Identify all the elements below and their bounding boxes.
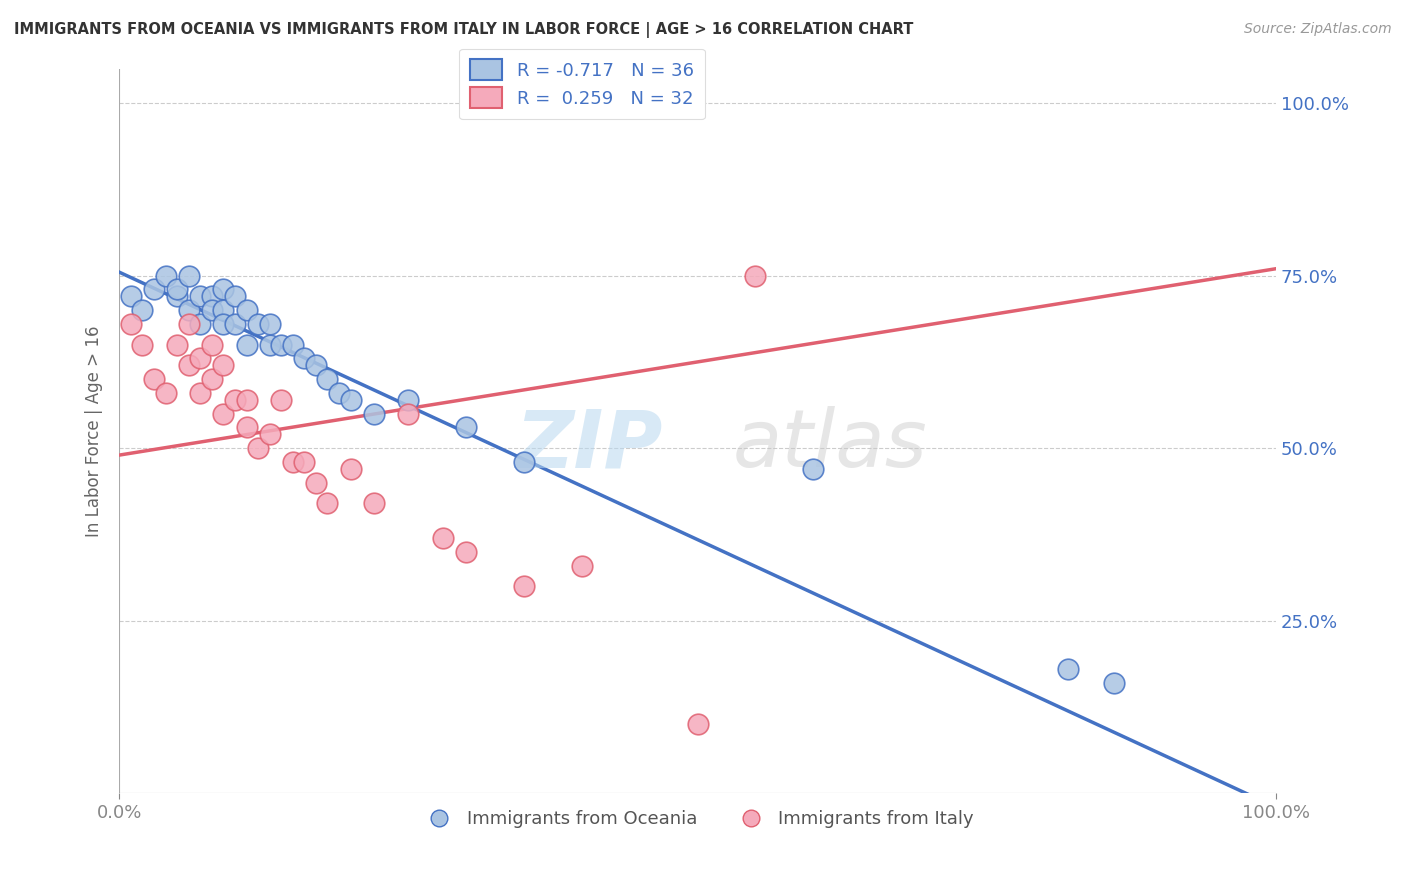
Point xyxy=(188,351,211,366)
Point xyxy=(259,337,281,351)
Point xyxy=(316,496,339,510)
Text: atlas: atlas xyxy=(733,407,927,484)
Point xyxy=(131,303,153,318)
Point xyxy=(328,386,350,401)
Point xyxy=(166,289,188,303)
Point xyxy=(177,317,200,331)
Point xyxy=(398,392,420,407)
Text: IMMIGRANTS FROM OCEANIA VS IMMIGRANTS FROM ITALY IN LABOR FORCE | AGE > 16 CORRE: IMMIGRANTS FROM OCEANIA VS IMMIGRANTS FR… xyxy=(14,22,914,38)
Point xyxy=(212,303,235,318)
Point xyxy=(235,337,257,351)
Point xyxy=(235,392,257,407)
Point xyxy=(744,268,766,283)
Point xyxy=(339,462,361,476)
Point xyxy=(398,407,420,421)
Point xyxy=(1056,662,1078,676)
Point xyxy=(212,317,235,331)
Point xyxy=(305,359,328,373)
Point xyxy=(224,392,246,407)
Point xyxy=(292,351,315,366)
Point xyxy=(456,420,478,434)
Point xyxy=(363,496,385,510)
Y-axis label: In Labor Force | Age > 16: In Labor Force | Age > 16 xyxy=(86,326,103,537)
Point xyxy=(247,317,270,331)
Point xyxy=(166,337,188,351)
Point xyxy=(131,337,153,351)
Legend: Immigrants from Oceania, Immigrants from Italy: Immigrants from Oceania, Immigrants from… xyxy=(415,803,981,835)
Point xyxy=(188,289,211,303)
Point xyxy=(120,289,142,303)
Point xyxy=(212,282,235,296)
Point xyxy=(281,337,304,351)
Text: Source: ZipAtlas.com: Source: ZipAtlas.com xyxy=(1244,22,1392,37)
Point xyxy=(177,268,200,283)
Point xyxy=(201,289,224,303)
Point xyxy=(143,372,166,386)
Point xyxy=(177,359,200,373)
Point xyxy=(166,282,188,296)
Point xyxy=(259,317,281,331)
Text: ZIP: ZIP xyxy=(516,407,662,484)
Point xyxy=(155,268,177,283)
Point xyxy=(363,407,385,421)
Point xyxy=(270,337,292,351)
Point xyxy=(235,303,257,318)
Point xyxy=(513,579,536,593)
Point xyxy=(120,317,142,331)
Point xyxy=(201,303,224,318)
Point xyxy=(456,545,478,559)
Point xyxy=(316,372,339,386)
Point xyxy=(224,317,246,331)
Point xyxy=(513,455,536,469)
Point xyxy=(143,282,166,296)
Point xyxy=(259,427,281,442)
Point xyxy=(177,303,200,318)
Point xyxy=(339,392,361,407)
Point xyxy=(281,455,304,469)
Point xyxy=(224,289,246,303)
Point xyxy=(201,337,224,351)
Point xyxy=(432,531,454,545)
Point xyxy=(201,372,224,386)
Point xyxy=(270,392,292,407)
Point xyxy=(212,407,235,421)
Point xyxy=(686,717,709,731)
Point xyxy=(571,558,593,573)
Point xyxy=(292,455,315,469)
Point xyxy=(188,386,211,401)
Point xyxy=(212,359,235,373)
Point xyxy=(247,441,270,455)
Point xyxy=(801,462,824,476)
Point xyxy=(305,475,328,490)
Point xyxy=(155,386,177,401)
Point xyxy=(1102,676,1125,690)
Point xyxy=(188,317,211,331)
Point xyxy=(235,420,257,434)
